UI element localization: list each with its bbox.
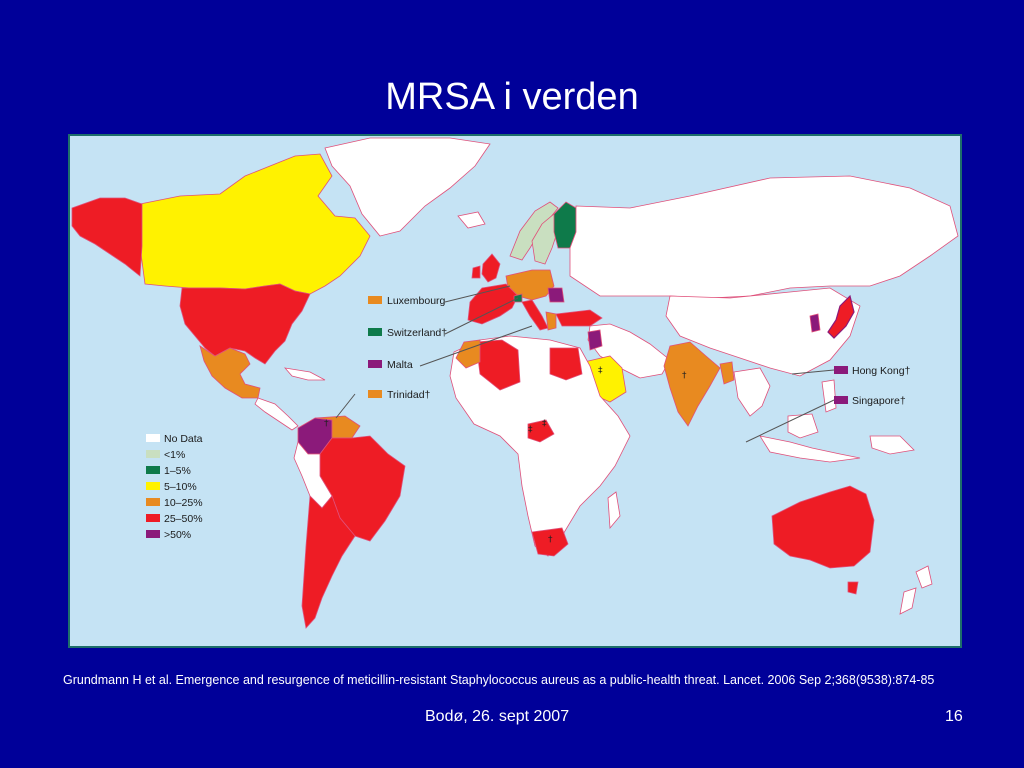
legend-swatch-0 xyxy=(146,434,160,442)
region-greenland xyxy=(324,137,491,237)
world-map: † ‡ † ‡ ‡ † Luxembourg Switzerland† Malt… xyxy=(68,134,962,648)
region-australia xyxy=(771,485,875,569)
legend-swatch-6 xyxy=(146,530,160,538)
legend-label-6: >50% xyxy=(164,529,191,541)
legend-swatch-3 xyxy=(146,482,160,490)
region-egypt xyxy=(549,347,583,381)
swatch-hong-kong xyxy=(834,366,848,374)
region-india xyxy=(663,341,721,427)
marker-india: † xyxy=(682,371,687,381)
world-map-svg: † ‡ † ‡ ‡ † Luxembourg Switzerland† Malt… xyxy=(70,136,960,646)
legend: No Data <1% 1–5% 5–10% 10–25% 25–50% >50… xyxy=(146,433,203,541)
legend-swatch-2 xyxy=(146,466,160,474)
callout-switzerland: Switzerland† xyxy=(368,327,447,339)
legend-label-1: <1% xyxy=(164,449,185,461)
callout-luxembourg-label: Luxembourg xyxy=(387,295,446,307)
legend-label-2: 1–5% xyxy=(164,465,191,477)
region-middle-east xyxy=(587,323,671,379)
region-central-america xyxy=(254,397,299,431)
callout-singapore: Singapore† xyxy=(834,395,906,407)
swatch-switzerland xyxy=(368,328,382,336)
callout-singapore-label: Singapore† xyxy=(852,395,906,407)
swatch-luxembourg xyxy=(368,296,382,304)
legend-label-5: 25–50% xyxy=(164,513,203,525)
footer-center: Bodø, 26. sept 2007 xyxy=(425,708,570,725)
region-borneo xyxy=(787,413,819,439)
legend-swatch-1 xyxy=(146,450,160,458)
region-alaska xyxy=(71,197,143,277)
callout-malta-label: Malta xyxy=(387,359,413,371)
callout-switzerland-label: Switzerland† xyxy=(387,327,447,339)
legend-label-3: 5–10% xyxy=(164,481,197,493)
region-norway xyxy=(509,201,559,261)
region-argentina-chile xyxy=(301,495,356,629)
swatch-trinidad xyxy=(368,390,382,398)
legend-swatch-4 xyxy=(146,498,160,506)
region-turkey xyxy=(555,309,603,327)
region-iceland xyxy=(457,211,486,229)
region-indonesia xyxy=(759,435,861,463)
region-africa xyxy=(449,335,631,557)
callout-malta: Malta xyxy=(368,359,413,371)
region-se-asia xyxy=(733,367,771,417)
region-myanmar xyxy=(719,361,735,385)
region-mexico xyxy=(199,345,261,399)
legend-label-0: No Data xyxy=(164,433,203,445)
region-russia xyxy=(569,175,959,299)
legend-label-4: 10–25% xyxy=(164,497,203,509)
region-algeria xyxy=(475,339,521,391)
region-tasmania xyxy=(847,581,859,595)
citation: Grundmann H et al. Emergence and resurge… xyxy=(63,673,935,687)
region-south-africa xyxy=(531,527,569,557)
page-number: 16 xyxy=(945,708,963,725)
marker-east-africa-2: ‡ xyxy=(542,419,547,429)
marker-saudi: ‡ xyxy=(598,366,603,376)
region-cuba xyxy=(283,367,326,381)
region-china xyxy=(665,287,861,377)
marker-south-africa: † xyxy=(548,535,553,545)
callout-lines xyxy=(335,285,835,443)
region-jordan xyxy=(587,329,603,351)
callout-luxembourg: Luxembourg xyxy=(368,295,446,307)
region-papua xyxy=(869,435,915,455)
marker-trinidad: † xyxy=(324,419,329,429)
region-greece xyxy=(545,311,557,331)
region-madagascar xyxy=(607,491,621,530)
region-korea xyxy=(809,313,821,333)
swatch-malta xyxy=(368,360,382,368)
region-romania xyxy=(547,287,565,303)
region-usa xyxy=(179,283,311,365)
legend-swatch-5 xyxy=(146,514,160,522)
region-france-spain xyxy=(467,283,519,325)
region-uk xyxy=(481,253,501,283)
region-japan xyxy=(827,294,855,339)
region-new-zealand xyxy=(915,565,933,589)
marker-east-africa-1: ‡ xyxy=(528,425,533,435)
region-ireland xyxy=(471,265,481,279)
region-east-africa xyxy=(527,419,555,443)
callout-hong-kong-label: Hong Kong† xyxy=(852,365,911,377)
callout-hong-kong: Hong Kong† xyxy=(834,365,911,377)
region-new-zealand-south xyxy=(899,587,917,615)
callout-trinidad-label: Trinidad† xyxy=(387,389,431,401)
swatch-singapore xyxy=(834,396,848,404)
callout-trinidad: Trinidad† xyxy=(368,389,431,401)
slide-title: MRSA i verden xyxy=(385,76,639,118)
